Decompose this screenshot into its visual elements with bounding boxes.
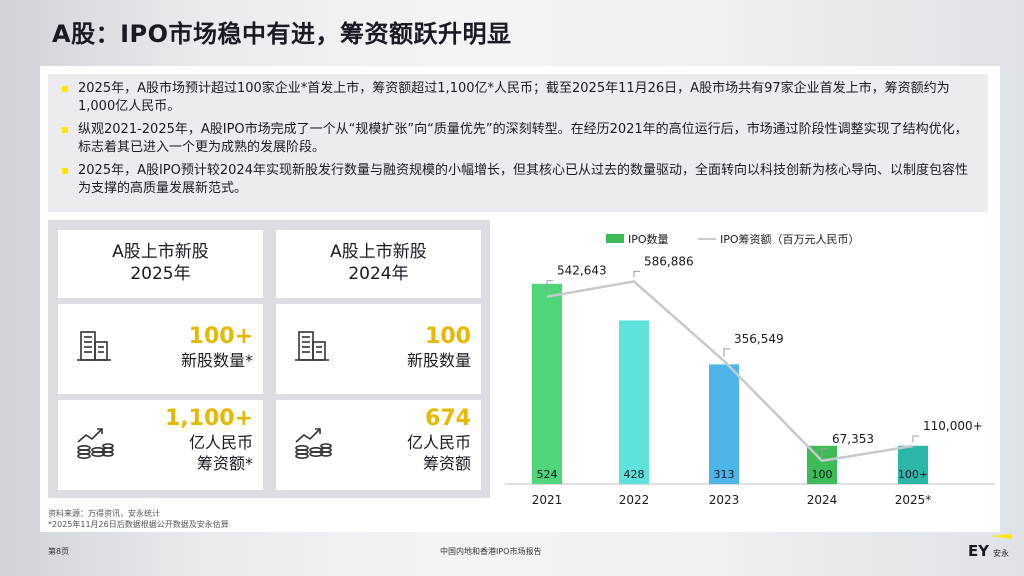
line-value-label: 586,886	[644, 254, 694, 268]
line-value-label: 542,643	[557, 264, 607, 278]
amount-value: 674	[425, 406, 471, 431]
line-label-leader	[821, 448, 828, 457]
stat-cards: A股上市新股 2025年 100+ 新股数量*	[48, 220, 490, 498]
x-tick-label: 2025*	[895, 493, 932, 507]
line-ipo-funds	[546, 280, 914, 463]
legend-label-ipo-count: IPO数量	[628, 233, 669, 246]
page-number: 第8页	[48, 547, 70, 556]
ipo-chart: IPO数量 IPO筹资额（百万元人民币） 524 2021 428 2022 313 2023…	[500, 222, 1000, 518]
line-value-label: 110,000+	[923, 419, 983, 433]
svg-text:EY: EY	[968, 542, 990, 560]
bullet-point: 纵观2021-2025年，A股IPO市场完成了一个从“规模扩张”向“质量优先”的…	[62, 121, 978, 157]
report-name: 中国内地和香港IPO市场报告	[440, 547, 542, 556]
page-title: A股：IPO市场稳中有进，筹资额跃升明显	[52, 20, 512, 48]
card-header: A股上市新股 2025年	[58, 230, 263, 298]
key-points-box: 2025年，A股市场预计超过100家企业*首发上市，筹资额超过1,100亿*人民…	[48, 74, 988, 212]
amount-unit: 亿人民币	[406, 433, 471, 452]
bar	[619, 320, 649, 484]
building-icon	[77, 331, 111, 361]
line-label-leader	[546, 280, 553, 293]
bar-value-label: 524	[537, 468, 558, 481]
count-row: 100+ 新股数量*	[58, 304, 263, 394]
amount-value: 1,100+	[164, 406, 253, 431]
card-header: A股上市新股 2024年	[276, 230, 481, 298]
x-tick-label: 2022	[619, 493, 650, 507]
x-tick-label: 2023	[709, 493, 740, 507]
source-line: 资料来源：万得资讯，安永统计	[48, 509, 160, 518]
line-label-leader	[723, 348, 730, 357]
ey-logo: EY 安永	[968, 534, 1012, 560]
bar	[532, 283, 562, 484]
count-value: 100	[425, 324, 471, 349]
bar	[709, 364, 739, 484]
card-year: 2025年	[130, 264, 191, 284]
svg-text:安永: 安永	[993, 548, 1009, 558]
bullet-point: 2025年，A股市场预计超过100家企业*首发上市，筹资额超过1,100亿*人民…	[62, 80, 978, 116]
growth-coins-icon	[295, 428, 332, 459]
count-value: 100+	[188, 324, 253, 349]
amount-label: 筹资额	[422, 454, 471, 473]
line-label-leader	[912, 435, 919, 443]
x-tick-label: 2021	[532, 493, 563, 507]
bullet-point: 2025年，A股IPO预计较2024年实现新股发行数量与融资规模的小幅增长，但其…	[62, 162, 978, 198]
legend-label-ipo-funds: IPO筹资额（百万元人民币）	[720, 232, 860, 246]
x-tick-label: 2024	[807, 493, 838, 507]
line-value-label: 67,353	[832, 432, 874, 446]
bar-value-label: 313	[714, 468, 735, 481]
bar-value-label: 100+	[898, 468, 928, 481]
count-label: 新股数量	[406, 351, 471, 370]
legend-swatch-ipo-count	[606, 234, 624, 243]
growth-coins-icon	[77, 428, 114, 459]
bar-value-label: 100	[812, 468, 833, 481]
amount-unit: 亿人民币	[188, 433, 253, 452]
line-value-label: 356,549	[734, 332, 784, 346]
card-title: A股上市新股	[112, 242, 209, 262]
card-year: 2024年	[348, 264, 409, 284]
card-title: A股上市新股	[330, 242, 427, 262]
count-label: 新股数量*	[180, 351, 253, 370]
building-icon	[295, 331, 329, 361]
line-label-leader	[633, 270, 640, 278]
count-row: 100 新股数量	[276, 304, 481, 394]
amount-label: 筹资额*	[196, 454, 253, 473]
amount-row: 1,100+ 亿人民币 筹资额*	[58, 400, 263, 490]
ipo-chart-svg: IPO数量 IPO筹资额（百万元人民币） 524 2021 428 2022 313 2023…	[505, 232, 995, 507]
bar-value-label: 428	[624, 468, 645, 481]
source-note: 资料来源：万得资讯，安永统计 *2025年11月26日后数据根据公开数据及安永估…	[48, 508, 229, 530]
footnote-line: *2025年11月26日后数据根据公开数据及安永估算	[48, 520, 229, 529]
amount-row: 674 亿人民币 筹资额	[276, 400, 481, 490]
bar	[898, 445, 928, 484]
